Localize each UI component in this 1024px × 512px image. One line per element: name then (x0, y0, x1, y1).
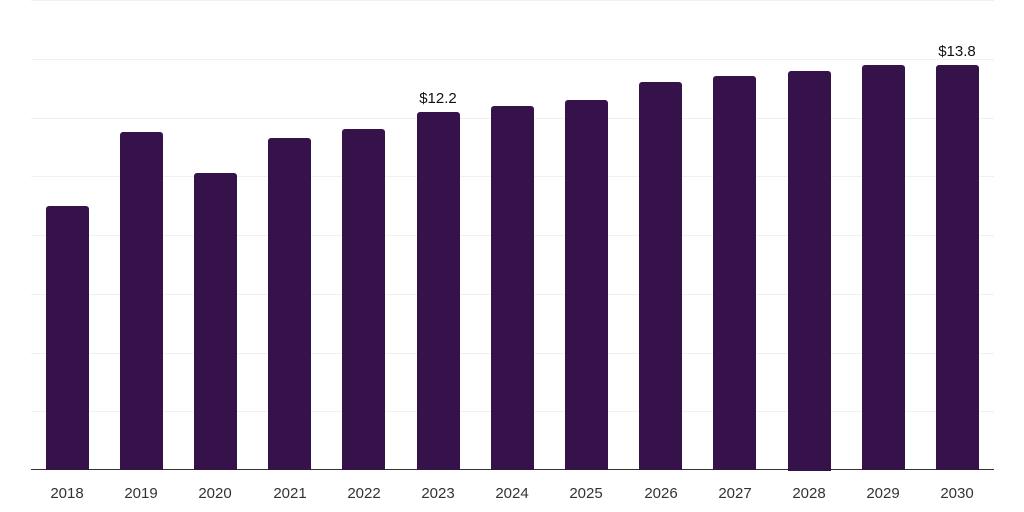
x-tick-label: 2029 (866, 485, 900, 502)
data-label: $12.2 (419, 90, 457, 107)
bar-2022 (342, 129, 385, 470)
x-tick-label: 2020 (198, 485, 232, 502)
gridline (31, 59, 994, 60)
x-tick-label: 2027 (718, 485, 752, 502)
x-tick-label: 2030 (940, 485, 974, 502)
bar-2023 (417, 112, 460, 470)
bar-2025 (565, 100, 608, 470)
x-tick-label: 2022 (347, 485, 381, 502)
bar-2027 (713, 76, 756, 470)
bar-2021 (268, 138, 311, 470)
x-tick-label: 2025 (569, 485, 603, 502)
x-tick-label: 2024 (495, 485, 529, 502)
bar-2030 (936, 65, 979, 470)
x-tick-label: 2019 (124, 485, 158, 502)
x-tick-label: 2018 (50, 485, 84, 502)
x-tick-label: 2028 (792, 485, 826, 502)
bar-2026 (639, 82, 682, 470)
bar-2028 (788, 71, 831, 471)
bar-2018 (46, 206, 89, 470)
bar-2020 (194, 173, 237, 470)
bar-2019 (120, 132, 163, 470)
x-tick-label: 2026 (644, 485, 678, 502)
x-tick-label: 2023 (421, 485, 455, 502)
bar-2024 (491, 106, 534, 470)
data-label: $13.8 (938, 43, 976, 60)
x-tick-label: 2021 (273, 485, 307, 502)
gridline (31, 0, 994, 1)
bar-2029 (862, 65, 905, 470)
